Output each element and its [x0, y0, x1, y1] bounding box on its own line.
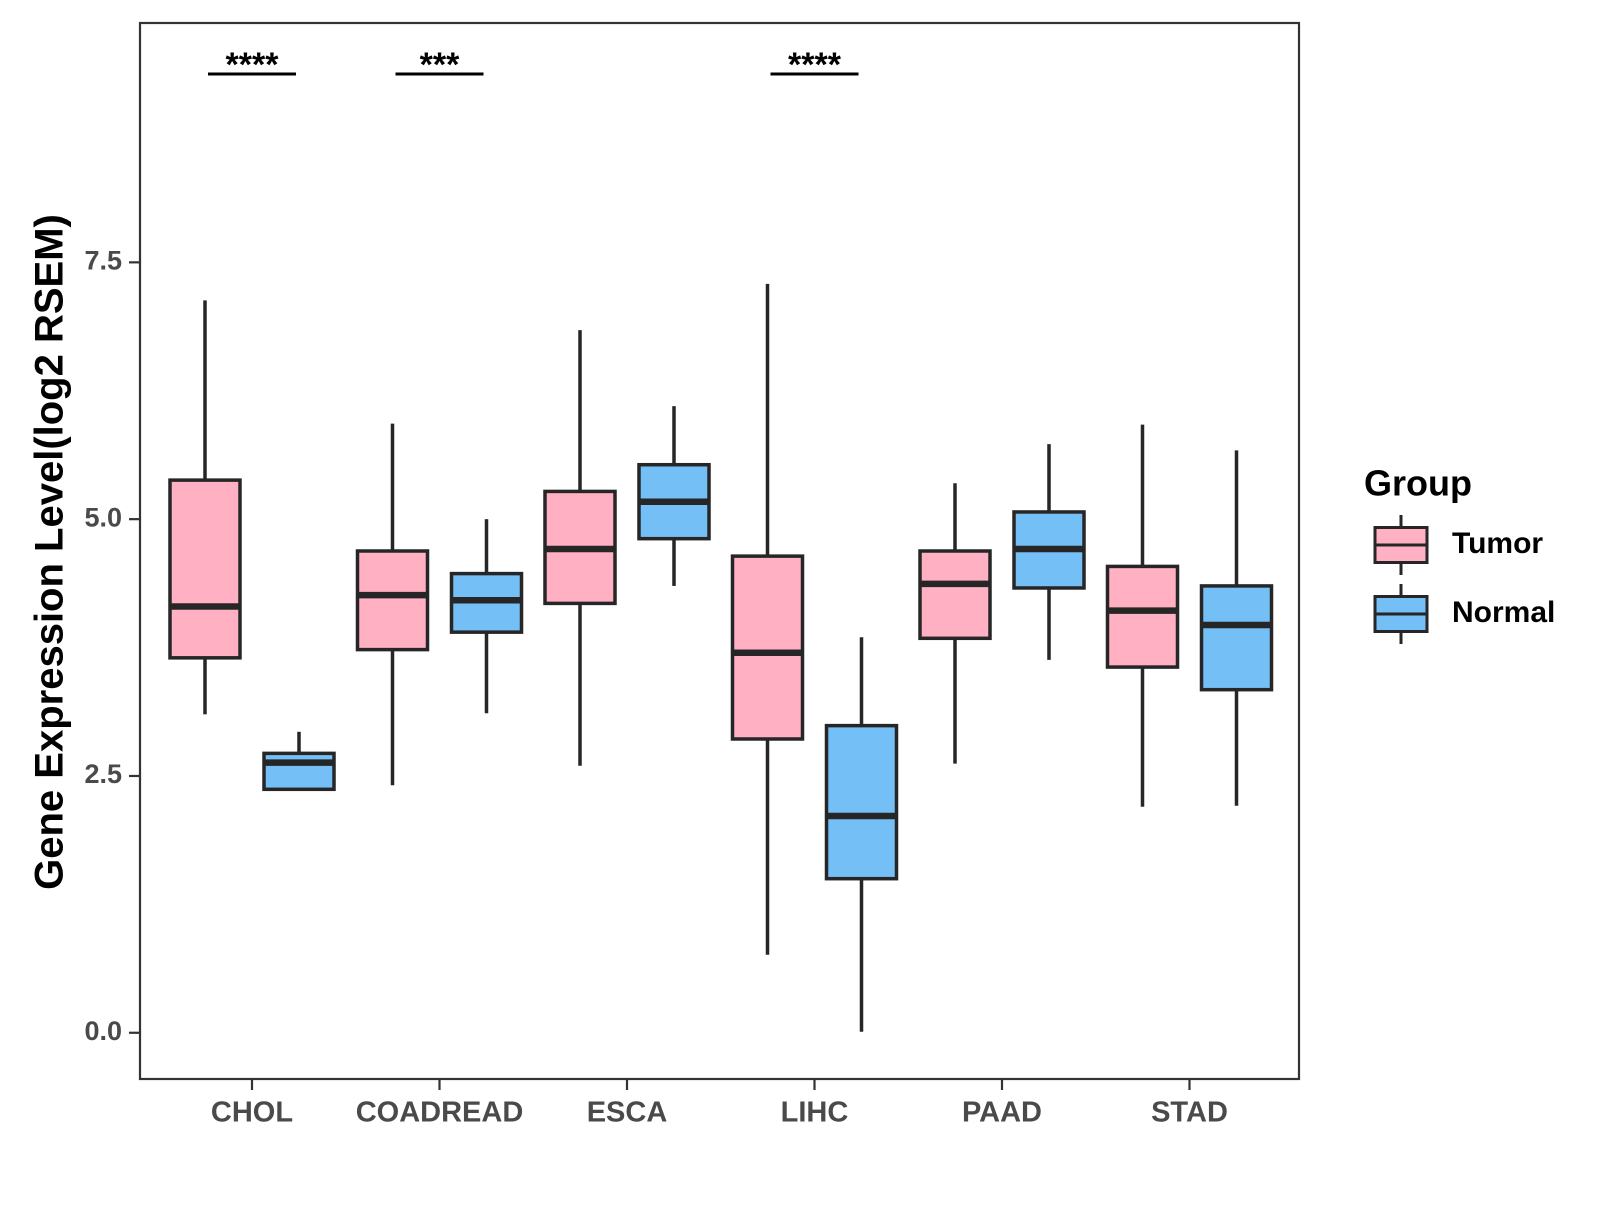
y-tick-label: 7.5	[84, 245, 122, 275]
y-tick-label: 2.5	[84, 759, 122, 789]
box-normal-paad	[1012, 444, 1086, 660]
box-normal-esca	[637, 406, 711, 586]
x-tick-label: LIHC	[781, 1097, 849, 1129]
legend-title: Group	[1364, 463, 1472, 504]
x-tick-label: ESCA	[587, 1097, 668, 1129]
significance-label: ****	[788, 46, 842, 84]
box-body	[730, 554, 805, 741]
significance-chol: ****	[208, 46, 296, 84]
significance-label: ****	[226, 46, 280, 84]
box-normal-stad	[1199, 450, 1274, 806]
box-body	[1105, 564, 1180, 669]
x-axis: CHOL COADREAD ESCA LIHC PAAD STAD	[211, 1079, 1228, 1129]
box-body	[355, 549, 430, 652]
legend-item-normal: Normal	[1373, 584, 1555, 644]
legend-label: Tumor	[1452, 527, 1543, 560]
box-body	[262, 751, 336, 792]
box-body	[918, 549, 992, 641]
significance-label: ***	[420, 46, 460, 84]
box-body	[1199, 584, 1274, 692]
box-tumor-esca	[543, 330, 617, 766]
box-normal-coadread	[449, 519, 524, 714]
legend: Group Tumor Normal	[1364, 463, 1555, 644]
x-tick-label: CHOL	[211, 1097, 293, 1129]
box-tumor-coadread	[355, 423, 430, 786]
y-tick-label: 0.0	[84, 1016, 122, 1046]
y-axis-title: Gene Expression Level(log2 RSEM)	[28, 214, 72, 890]
box-body	[824, 723, 899, 881]
legend-label: Normal	[1452, 596, 1555, 629]
significance-lihc: ****	[770, 46, 859, 84]
box-tumor-paad	[918, 483, 992, 764]
plot-panel-border	[138, 21, 1301, 1081]
x-tick-label: STAD	[1151, 1097, 1228, 1129]
box-normal-lihc	[824, 637, 899, 1032]
box-normal-chol	[262, 731, 336, 792]
box-tumor-stad	[1105, 424, 1180, 807]
chart-marks: **** *** ****	[168, 46, 1274, 1032]
x-tick-label: COADREAD	[356, 1097, 524, 1129]
legend-item-tumor: Tumor	[1373, 515, 1543, 575]
box-tumor-chol	[168, 300, 242, 715]
box-body	[168, 478, 242, 660]
y-tick-label: 5.0	[84, 502, 122, 532]
box-tumor-lihc	[730, 283, 805, 955]
y-axis: 0.0 2.5 5.0 7.5	[84, 245, 140, 1046]
significance-coadread: ***	[395, 46, 484, 84]
x-tick-label: PAAD	[962, 1097, 1042, 1129]
